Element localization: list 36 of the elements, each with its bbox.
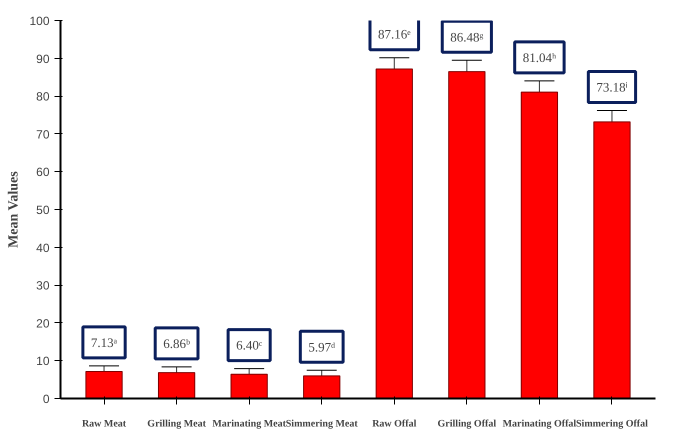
bar (520, 92, 558, 398)
y-tick-label: 20 (36, 316, 50, 330)
y-tick-label: 40 (36, 240, 50, 255)
bar (593, 121, 631, 398)
data-label: 87.16ᵉ (378, 26, 412, 42)
y-tick-label: 50 (36, 203, 50, 217)
x-tick-label: Simmering Meat (286, 418, 358, 430)
bar (448, 71, 486, 398)
x-tick-label: Marinating Meat (212, 418, 287, 430)
bar (158, 372, 196, 398)
data-label: 7.13ᵃ (90, 334, 118, 350)
x-tick-label: Simmering Offal (576, 418, 648, 430)
y-tick-label: 60 (36, 165, 50, 180)
data-label: 81.04ʰ (522, 50, 556, 65)
y-tick-label: 90 (36, 52, 50, 66)
bar (376, 68, 413, 398)
bar (303, 375, 340, 398)
y-tick-label: 0 (42, 392, 50, 406)
x-tick-label: Grilling Offal (438, 418, 496, 430)
y-tick-label: 100 (29, 14, 50, 28)
y-tick-label: 80 (36, 90, 50, 104)
y-tick-label: 70 (36, 127, 50, 142)
bar (230, 374, 268, 398)
x-tick-label: Raw Offal (372, 418, 417, 430)
x-tick-label: Grilling Meat (147, 418, 207, 430)
data-label: 5.97ᵈ (308, 339, 336, 354)
data-label: 6.86ᵇ (163, 336, 190, 351)
bar (85, 371, 123, 398)
data-label: 6.40ᶜ (236, 338, 263, 353)
y-axis-title: Mean Values (6, 170, 22, 248)
y-tick-label: 10 (36, 354, 50, 368)
y-tick-label: 30 (36, 278, 50, 293)
data-label: 86.48ᵍ (450, 29, 484, 44)
x-tick-label: Raw Meat (82, 418, 127, 430)
x-tick-label: Marinating Offal (502, 418, 576, 430)
data-label: 73.18ⁱ (596, 80, 628, 95)
